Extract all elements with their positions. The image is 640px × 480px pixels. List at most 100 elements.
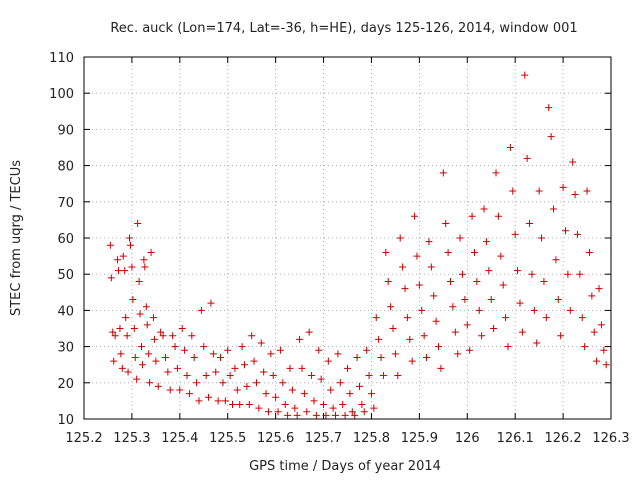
data-point [490, 325, 498, 332]
y-tick-label: 10 [57, 413, 74, 428]
data-point [360, 408, 368, 416]
data-point [138, 361, 146, 369]
data-point [578, 314, 586, 322]
data-point [382, 248, 390, 256]
data-point [111, 332, 119, 340]
data-point [437, 364, 445, 372]
data-point [185, 390, 193, 398]
data-point [267, 350, 275, 358]
x-tick-label: 126.3 [592, 431, 629, 446]
data-point [154, 382, 162, 390]
grid [84, 57, 611, 419]
data-point [141, 263, 149, 271]
data-point [183, 372, 191, 380]
data-point [367, 390, 375, 398]
x-tick-label: 125.9 [401, 431, 438, 446]
data-point [116, 325, 124, 332]
data-point [391, 350, 399, 358]
data-point [229, 401, 237, 409]
data-point [506, 144, 514, 151]
data-point [293, 411, 301, 419]
data-point [286, 364, 294, 372]
data-point [384, 277, 392, 285]
data-point [224, 346, 232, 354]
data-point [118, 364, 126, 372]
data-point [473, 277, 481, 285]
data-point [250, 357, 258, 365]
data-point [449, 303, 457, 311]
data-point [406, 335, 414, 343]
data-point [379, 372, 387, 380]
data-point [114, 256, 122, 264]
data-point [308, 372, 316, 380]
y-tick-label: 30 [57, 341, 74, 356]
data-point [444, 248, 452, 256]
data-point [130, 325, 138, 332]
plot-frame [83, 56, 612, 420]
data-point [136, 310, 144, 318]
data-point [135, 277, 143, 285]
data-point [482, 238, 490, 246]
data-point [240, 361, 248, 369]
data-point [454, 350, 462, 358]
y-tick-label: 50 [57, 268, 74, 283]
data-point [209, 350, 217, 358]
data-point [284, 411, 292, 419]
data-point [365, 372, 373, 380]
x-tick-label: 125.5 [209, 431, 246, 446]
data-point [202, 372, 210, 380]
x-tick-label: 125.7 [305, 431, 342, 446]
data-point [300, 390, 308, 398]
data-point [193, 379, 201, 387]
data-point [214, 397, 222, 405]
data-point [245, 401, 253, 409]
data-point [554, 296, 562, 304]
y-axis-label: STEC from uqrg / TECUs [9, 160, 24, 316]
x-axis-label: GPS time / Days of year 2014 [249, 459, 441, 474]
data-point [159, 332, 167, 340]
data-point [403, 314, 411, 322]
data-point [131, 353, 139, 361]
y-tick-labels: 10 20 30 40 50 60 70 80 90 100 110 [49, 51, 74, 428]
data-point [504, 343, 512, 351]
data-point [114, 267, 122, 275]
data-point [315, 346, 323, 354]
data-point [461, 296, 469, 304]
data-point [600, 346, 608, 354]
data-point [137, 343, 145, 351]
data-point [207, 299, 215, 307]
data-point [523, 154, 531, 162]
data-point [176, 386, 184, 394]
data-point [110, 357, 118, 365]
x-tick-label: 125.8 [353, 431, 390, 446]
y-tick-label: 70 [57, 196, 74, 211]
data-point [521, 71, 529, 79]
data-point [456, 234, 464, 242]
x-tick-label: 125.6 [257, 431, 294, 446]
data-point [502, 314, 510, 322]
data-point [458, 270, 466, 278]
data-point [466, 346, 474, 354]
data-point [447, 277, 455, 285]
data-point [272, 393, 280, 401]
data-point [583, 187, 591, 195]
data-point [408, 357, 416, 365]
data-point [327, 386, 335, 394]
data-point [150, 335, 158, 343]
data-point [561, 227, 569, 235]
x-tick-label: 126.1 [497, 431, 534, 446]
data-point [336, 379, 344, 387]
data-point [142, 303, 150, 311]
chart-title: Rec. auck (Lon=174, Lat=-36, h=HE), days… [110, 21, 577, 36]
data-point [530, 306, 538, 314]
data-point [303, 408, 311, 416]
data-point [576, 270, 584, 278]
data-point [542, 314, 550, 322]
data-point [569, 158, 577, 166]
data-point [557, 332, 565, 340]
data-point [238, 343, 246, 351]
data-point [298, 364, 306, 372]
data-point [399, 263, 407, 271]
data-point [171, 343, 179, 351]
